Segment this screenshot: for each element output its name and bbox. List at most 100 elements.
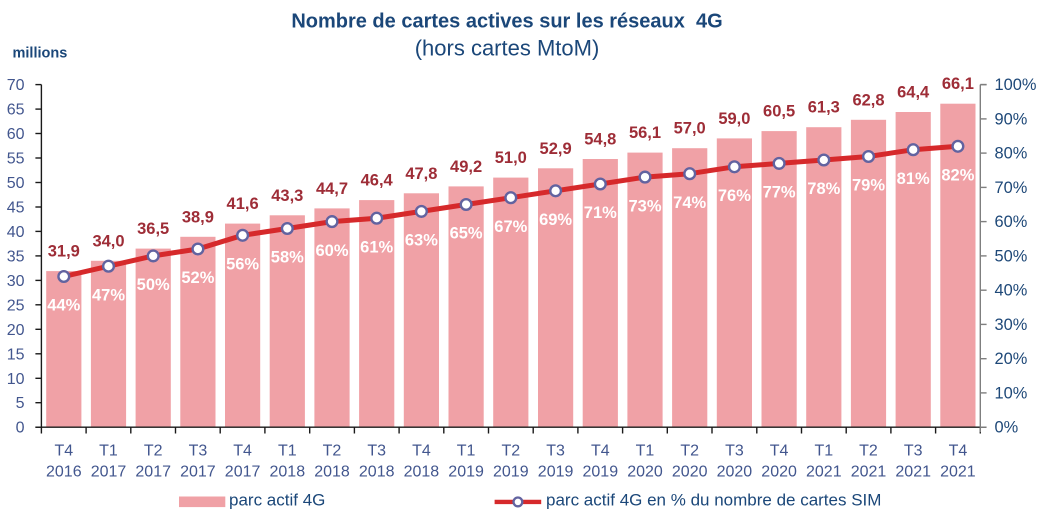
svg-text:10: 10 bbox=[7, 371, 25, 388]
svg-text:46,4: 46,4 bbox=[361, 172, 394, 190]
svg-text:20%: 20% bbox=[995, 350, 1028, 368]
svg-text:60%: 60% bbox=[315, 242, 348, 260]
svg-text:T2: T2 bbox=[144, 442, 163, 459]
svg-text:71%: 71% bbox=[584, 204, 617, 222]
svg-text:T2: T2 bbox=[859, 442, 878, 459]
svg-text:2018: 2018 bbox=[314, 463, 350, 480]
svg-text:T1: T1 bbox=[278, 442, 297, 459]
svg-text:76%: 76% bbox=[718, 187, 751, 205]
svg-text:45: 45 bbox=[7, 200, 25, 217]
svg-text:61%: 61% bbox=[360, 238, 393, 256]
svg-text:35: 35 bbox=[7, 248, 25, 265]
svg-text:31,9: 31,9 bbox=[48, 243, 80, 261]
svg-text:2021: 2021 bbox=[806, 463, 842, 480]
svg-text:58%: 58% bbox=[271, 249, 304, 267]
svg-text:47,8: 47,8 bbox=[405, 165, 437, 183]
svg-text:2017: 2017 bbox=[225, 463, 261, 480]
svg-text:T1: T1 bbox=[814, 442, 833, 459]
svg-text:65%: 65% bbox=[450, 225, 483, 243]
svg-text:T4: T4 bbox=[233, 442, 252, 459]
svg-text:67%: 67% bbox=[494, 218, 527, 236]
svg-text:44%: 44% bbox=[47, 297, 80, 315]
svg-text:38,9: 38,9 bbox=[182, 208, 214, 226]
svg-text:52,9: 52,9 bbox=[540, 140, 572, 158]
svg-text:T3: T3 bbox=[367, 442, 386, 459]
svg-text:79%: 79% bbox=[852, 177, 885, 195]
svg-text:2017: 2017 bbox=[180, 463, 216, 480]
svg-text:70%: 70% bbox=[995, 179, 1028, 197]
svg-text:2017: 2017 bbox=[135, 463, 171, 480]
svg-text:10%: 10% bbox=[995, 384, 1028, 402]
svg-text:T2: T2 bbox=[680, 442, 699, 459]
svg-text:47%: 47% bbox=[92, 286, 125, 304]
svg-text:T3: T3 bbox=[546, 442, 565, 459]
svg-text:2021: 2021 bbox=[895, 463, 931, 480]
svg-text:54,8: 54,8 bbox=[584, 131, 616, 149]
svg-text:56,1: 56,1 bbox=[629, 124, 661, 142]
svg-text:81%: 81% bbox=[897, 170, 930, 188]
svg-text:60,5: 60,5 bbox=[763, 103, 795, 121]
svg-text:2018: 2018 bbox=[270, 463, 306, 480]
svg-text:44,7: 44,7 bbox=[316, 180, 348, 198]
svg-text:70: 70 bbox=[7, 77, 25, 94]
svg-text:61,3: 61,3 bbox=[808, 99, 840, 117]
svg-text:82%: 82% bbox=[941, 167, 974, 185]
svg-text:T1: T1 bbox=[636, 442, 655, 459]
svg-text:62,8: 62,8 bbox=[852, 91, 884, 109]
svg-text:T3: T3 bbox=[904, 442, 923, 459]
svg-text:74%: 74% bbox=[673, 194, 706, 212]
svg-text:15: 15 bbox=[7, 346, 25, 363]
svg-text:0%: 0% bbox=[995, 419, 1019, 437]
svg-text:51,0: 51,0 bbox=[495, 149, 527, 167]
svg-text:2020: 2020 bbox=[627, 463, 663, 480]
svg-text:52%: 52% bbox=[181, 269, 214, 287]
svg-text:41,6: 41,6 bbox=[227, 195, 259, 213]
svg-text:2019: 2019 bbox=[448, 463, 484, 480]
svg-text:64,4: 64,4 bbox=[897, 84, 930, 102]
svg-text:56%: 56% bbox=[226, 256, 259, 274]
svg-text:2020: 2020 bbox=[717, 463, 753, 480]
svg-text:49,2: 49,2 bbox=[450, 158, 482, 176]
svg-text:2020: 2020 bbox=[761, 463, 797, 480]
svg-text:2017: 2017 bbox=[91, 463, 127, 480]
svg-text:20: 20 bbox=[7, 322, 25, 339]
svg-text:77%: 77% bbox=[763, 184, 796, 202]
svg-text:63%: 63% bbox=[405, 232, 438, 250]
svg-text:30: 30 bbox=[7, 273, 25, 290]
svg-text:T4: T4 bbox=[412, 442, 431, 459]
svg-text:T2: T2 bbox=[323, 442, 342, 459]
svg-text:78%: 78% bbox=[807, 180, 840, 198]
svg-text:2020: 2020 bbox=[672, 463, 708, 480]
svg-text:5: 5 bbox=[16, 395, 25, 412]
svg-text:T3: T3 bbox=[725, 442, 744, 459]
svg-text:66,1: 66,1 bbox=[942, 75, 974, 93]
svg-text:0: 0 bbox=[16, 420, 25, 437]
svg-text:T4: T4 bbox=[591, 442, 610, 459]
svg-text:T4: T4 bbox=[949, 442, 968, 459]
svg-text:36,5: 36,5 bbox=[137, 220, 169, 238]
svg-text:parc actif 4G en % du nombre d: parc actif 4G en % du nombre de cartes S… bbox=[546, 490, 881, 509]
svg-text:2021: 2021 bbox=[851, 463, 887, 480]
svg-text:T4: T4 bbox=[54, 442, 73, 459]
svg-text:50: 50 bbox=[7, 175, 25, 192]
svg-text:40%: 40% bbox=[995, 282, 1028, 300]
svg-text:40: 40 bbox=[7, 224, 25, 241]
svg-text:T1: T1 bbox=[99, 442, 118, 459]
svg-text:80%: 80% bbox=[995, 145, 1028, 163]
svg-text:57,0: 57,0 bbox=[674, 120, 706, 138]
svg-text:55: 55 bbox=[7, 151, 25, 168]
svg-text:2019: 2019 bbox=[493, 463, 529, 480]
svg-text:2016: 2016 bbox=[46, 463, 82, 480]
svg-text:34,0: 34,0 bbox=[92, 232, 124, 250]
svg-text:59,0: 59,0 bbox=[718, 110, 750, 128]
svg-text:50%: 50% bbox=[137, 276, 170, 294]
svg-text:(hors cartes MtoM): (hors cartes MtoM) bbox=[415, 35, 600, 60]
svg-text:parc actif 4G: parc actif 4G bbox=[229, 490, 325, 509]
svg-text:T2: T2 bbox=[501, 442, 520, 459]
svg-text:60: 60 bbox=[7, 126, 25, 143]
svg-text:90%: 90% bbox=[995, 110, 1028, 128]
svg-text:69%: 69% bbox=[539, 211, 572, 229]
svg-text:2019: 2019 bbox=[583, 463, 619, 480]
svg-text:T3: T3 bbox=[189, 442, 208, 459]
svg-text:T4: T4 bbox=[770, 442, 789, 459]
